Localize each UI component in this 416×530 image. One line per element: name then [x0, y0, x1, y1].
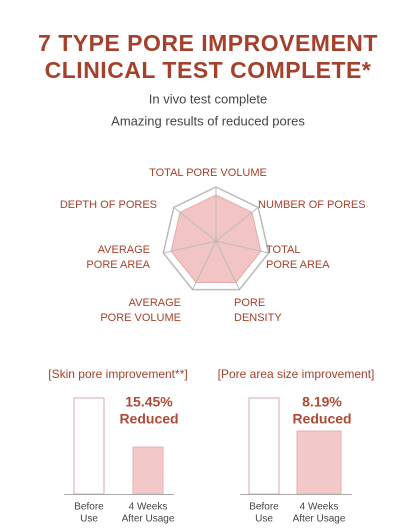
radar-spoke	[215, 240, 240, 290]
bar-caption: Before	[249, 502, 279, 513]
radar-label: TOTAL PORE VOLUME	[149, 167, 267, 179]
radar-spoke	[173, 206, 217, 242]
radar-spoke	[215, 206, 259, 242]
radar-label: PORE	[234, 297, 265, 309]
result-note: Reduced	[292, 411, 351, 427]
subtitle: Amazing results of reduced pores	[111, 113, 305, 128]
radar-label: AVERAGE	[98, 244, 150, 256]
after-bar	[296, 430, 342, 495]
radar-label: PORE AREA	[266, 259, 330, 271]
title: CLINICAL TEST COMPLETE*	[45, 57, 372, 83]
radar-label: PORE VOLUME	[100, 312, 181, 324]
radar-label: PORE AREA	[86, 259, 150, 271]
result-value: 8.19%	[302, 394, 342, 410]
bar-caption: Before	[74, 502, 104, 513]
radar-label: DENSITY	[234, 312, 282, 324]
radar-label: TOTAL	[266, 244, 300, 256]
radar-label: NUMBER OF PORES	[258, 199, 366, 211]
before-bar	[73, 397, 105, 495]
before-bar	[248, 397, 280, 495]
bar-caption: After Usage	[293, 514, 346, 525]
bar-caption: 4 Weeks	[129, 502, 168, 513]
bar-caption: After Usage	[122, 514, 175, 525]
result-value: 15.45%	[125, 394, 173, 410]
radar-label: AVERAGE	[129, 297, 181, 309]
result-note: Reduced	[119, 411, 178, 427]
radar-spoke	[215, 240, 269, 254]
result-heading: [Pore area size improvement]	[218, 367, 375, 381]
result-heading: [Skin pore improvement**]	[48, 367, 187, 381]
title: 7 TYPE PORE IMPROVEMENT	[38, 30, 378, 56]
radar	[162, 186, 270, 291]
bar-caption: Use	[255, 514, 273, 525]
after-bar	[132, 446, 164, 495]
radar-spoke	[163, 240, 217, 254]
bar-caption: Use	[80, 514, 98, 525]
bar-caption: 4 Weeks	[300, 502, 339, 513]
radar-spoke	[192, 240, 217, 290]
radar-label: DEPTH OF PORES	[60, 199, 157, 211]
subtitle: In vivo test complete	[149, 91, 268, 106]
